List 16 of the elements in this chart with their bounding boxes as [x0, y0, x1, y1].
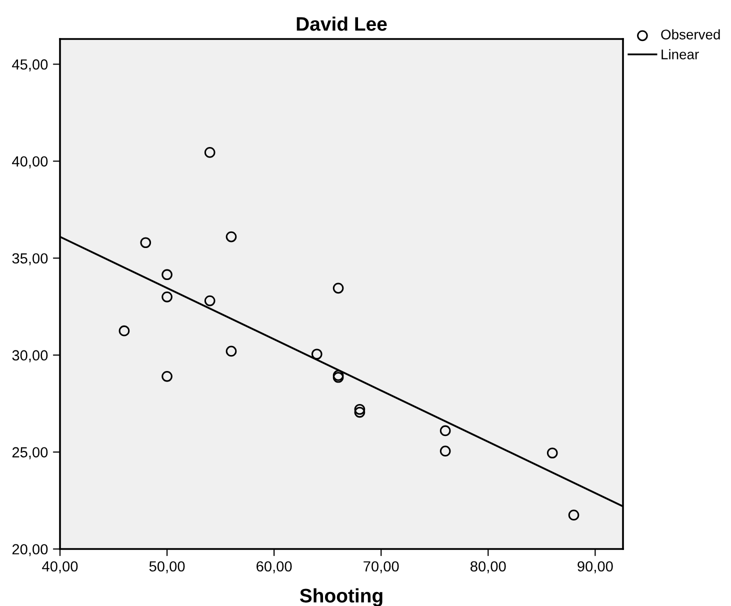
x-tick-label: 50,00: [149, 561, 185, 574]
x-tick-label: 90,00: [578, 561, 613, 574]
x-tick-label: 60,00: [256, 561, 292, 574]
x-axis-title: Shooting: [300, 588, 382, 606]
legend-label: Linear: [662, 49, 699, 60]
y-tick-label: 20,00: [12, 544, 48, 556]
chart-title: David Lee: [296, 16, 387, 31]
legend-label: Observed: [661, 29, 720, 40]
x-tick-label: 80,00: [470, 561, 506, 574]
y-tick-label: 40,00: [12, 156, 48, 168]
y-tick-label: 45,00: [12, 59, 48, 72]
y-tick-label: 35,00: [12, 253, 48, 266]
x-tick-label: 70,00: [364, 561, 399, 574]
y-tick-label: 30,00: [12, 350, 48, 362]
y-tick-label: 25,00: [12, 447, 48, 460]
x-tick-label: 40,00: [42, 561, 78, 574]
